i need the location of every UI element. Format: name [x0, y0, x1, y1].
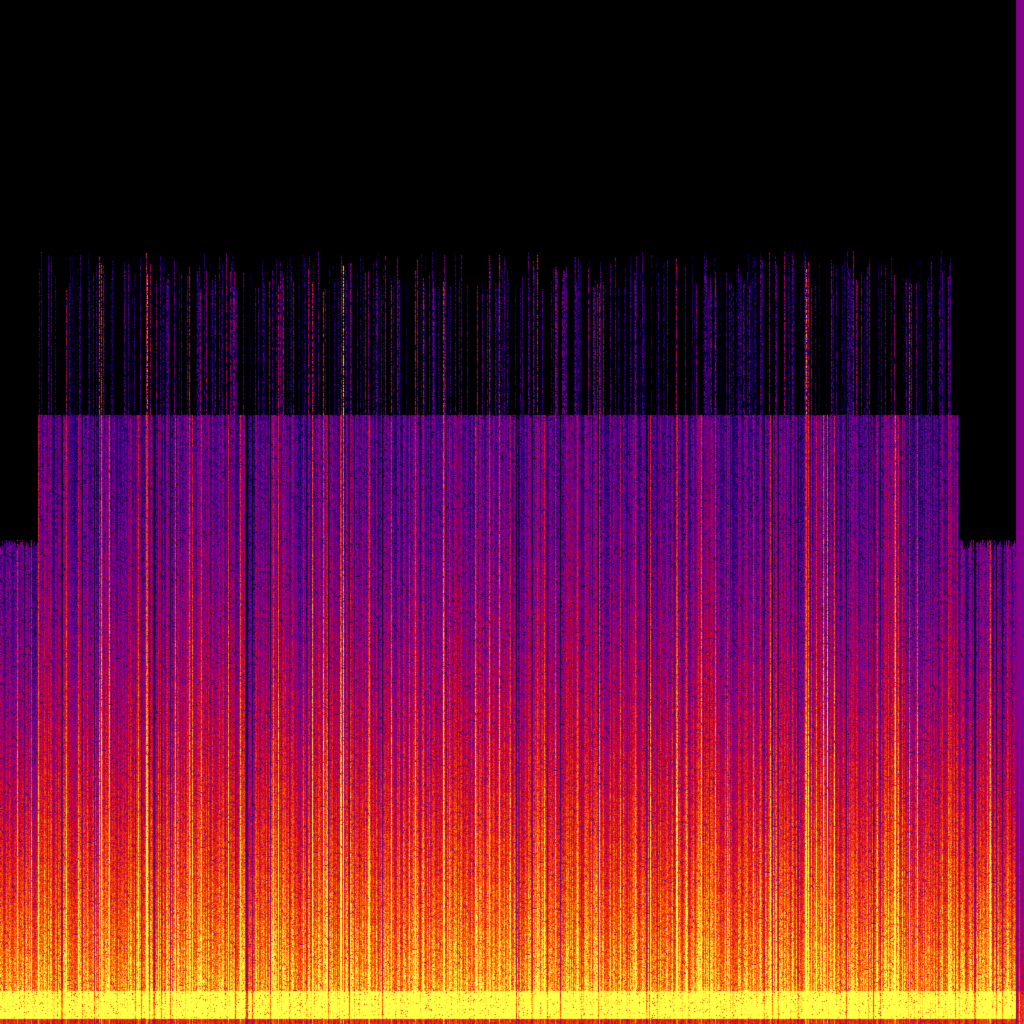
spectrogram-image	[0, 0, 1024, 1024]
